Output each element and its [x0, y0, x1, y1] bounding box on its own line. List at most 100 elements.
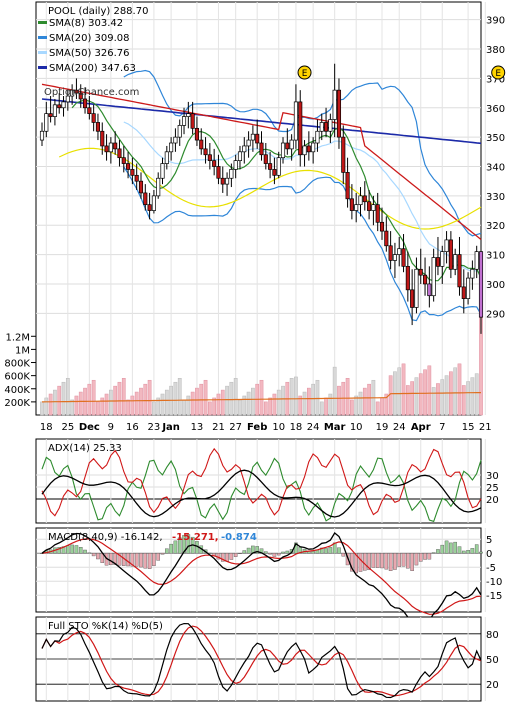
- candle-body: [272, 169, 277, 176]
- earnings-marker: [491, 65, 506, 80]
- earnings-marker: [297, 65, 312, 80]
- macd-tick-label: -15: [486, 591, 502, 602]
- candle-body: [39, 130, 45, 141]
- macd-histogram-bar: [134, 553, 139, 567]
- macd-histogram-bar: [233, 553, 238, 557]
- macd-histogram-bar: [268, 553, 272, 555]
- macd-histogram-bar: [78, 547, 83, 554]
- candle-body: [280, 142, 286, 159]
- volume-bar: [134, 391, 139, 416]
- macd-histogram-bar: [276, 553, 281, 556]
- macd-histogram-bar: [139, 553, 143, 568]
- volume-bar: [397, 367, 402, 416]
- x-tick-label: 23: [148, 422, 161, 433]
- sma20-line: [123, 121, 482, 275]
- volume-bar: [74, 395, 79, 416]
- volume-bar: [354, 395, 359, 416]
- candle-body: [65, 95, 70, 103]
- x-tick-label: 10: [272, 422, 285, 433]
- candle-body: [74, 89, 79, 94]
- price-chart-title: POOL (daily) 288.70: [48, 6, 148, 17]
- volume-bar: [238, 399, 242, 416]
- macd-histogram-bar: [461, 550, 466, 554]
- legend-entry: SMA(200) 347.63: [49, 63, 136, 74]
- x-tick-label: Jan: [161, 422, 180, 433]
- candle-body: [190, 113, 195, 129]
- candle-body: [461, 286, 466, 299]
- candle-body: [242, 145, 247, 153]
- volume-bar: [350, 399, 354, 416]
- candle-body: [470, 268, 475, 279]
- macd-title: MACD(8,40,9) -16.142,: [48, 532, 163, 543]
- volume-bar: [315, 379, 320, 416]
- candle-body: [216, 166, 221, 179]
- candle-body: [440, 251, 445, 267]
- candle-body: [220, 177, 225, 185]
- macd-histogram-bar: [83, 549, 87, 554]
- volume-bar: [156, 397, 161, 416]
- volume-tick-label: 600K: [4, 372, 30, 383]
- macd-histogram-bar: [109, 553, 113, 566]
- volume-bar: [104, 393, 109, 416]
- candle-body: [151, 195, 156, 211]
- candle-body: [466, 277, 471, 299]
- volume-bar: [436, 383, 440, 416]
- volume-bar: [384, 393, 389, 416]
- macd-histogram-bar: [371, 553, 376, 568]
- macd-histogram-bar: [96, 553, 100, 560]
- macd-histogram-bar: [350, 553, 354, 572]
- macd-histogram-bar: [362, 553, 367, 571]
- candle-body: [474, 251, 479, 270]
- candle-body: [246, 139, 251, 147]
- macd-histogram-bar: [130, 553, 135, 567]
- candle-body: [367, 201, 372, 211]
- volume-bar: [126, 399, 130, 416]
- legend-swatch: [38, 36, 47, 39]
- macd-histogram-bar: [147, 553, 152, 569]
- candle-body: [100, 130, 105, 147]
- candle-body: [134, 174, 139, 182]
- candle-body: [181, 116, 187, 126]
- legend-swatch: [38, 51, 47, 54]
- macd-histogram-bar: [341, 553, 346, 557]
- candle-body: [345, 172, 350, 200]
- candle-body: [138, 180, 144, 194]
- volume-bar: [160, 393, 165, 416]
- x-tick-label: Feb: [247, 422, 267, 433]
- volume-bar: [177, 378, 182, 416]
- adx-tick-label: 30: [486, 471, 499, 482]
- macd-histogram-bar: [328, 547, 333, 554]
- volume-bar: [48, 393, 53, 416]
- volume-bar: [117, 381, 122, 416]
- volume-bar: [423, 369, 427, 416]
- volume-bar: [173, 381, 178, 416]
- candle-body: [203, 148, 208, 156]
- candle-body: [341, 136, 346, 173]
- volume-bar: [268, 397, 272, 416]
- candle-body: [57, 104, 62, 109]
- adx-tick-label: 25: [486, 483, 499, 494]
- macd-histogram-bar: [427, 553, 432, 560]
- candle-body: [70, 89, 75, 97]
- macd-histogram-bar: [229, 553, 234, 560]
- candle-body: [194, 127, 199, 141]
- candle-body: [379, 221, 385, 232]
- candle-body: [276, 157, 281, 176]
- candle-body: [384, 230, 389, 247]
- macd-histogram-bar: [255, 546, 259, 554]
- volume-bar: [367, 383, 371, 416]
- x-tick-label: 16: [126, 422, 139, 433]
- candle-body: [298, 101, 303, 156]
- price-panel: 390 380 370 360 350 340 330 320 310 300 290 18 25 Dec…: [4, 1, 506, 433]
- candle-body: [52, 104, 57, 117]
- volume-bar: [259, 379, 264, 416]
- volume-bar: [70, 399, 74, 416]
- candle-body: [212, 160, 217, 167]
- macd-signal-line: [41, 538, 482, 615]
- volume-bar: [380, 397, 384, 416]
- macd-histogram-bar: [225, 553, 229, 562]
- candle-body: [225, 177, 230, 185]
- volume-bar: [431, 387, 436, 416]
- volume-bar: [190, 391, 195, 416]
- volume-bar: [216, 393, 221, 416]
